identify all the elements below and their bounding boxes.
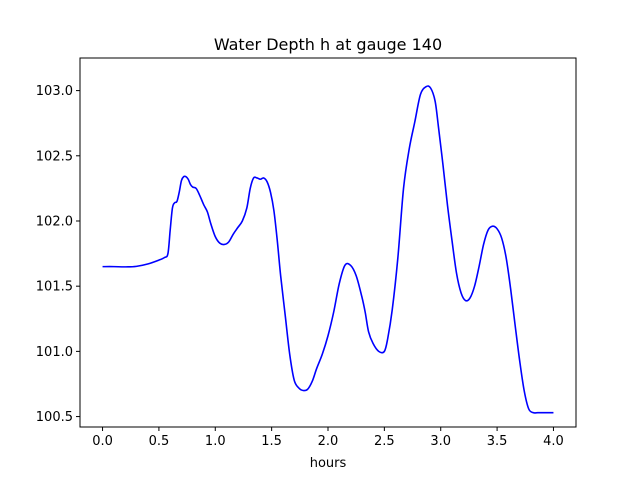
x-axis: 0.0 0.5 1.0 1.5 2.0 2.5 3.0 3.5 4.0 [92, 427, 564, 449]
y-tick-label: 102.0 [36, 214, 73, 229]
y-tick-label: 101.0 [36, 345, 73, 360]
chart-title: Water Depth h at gauge 140 [214, 35, 442, 54]
x-tick-label: 1.0 [205, 434, 226, 449]
x-axis-label: hours [310, 456, 347, 471]
y-tick-label: 102.5 [36, 149, 73, 164]
x-tick-label: 4.0 [543, 434, 564, 449]
series-layer [102, 85, 554, 414]
y-axis: 100.5 101.0 101.5 102.0 102.5 103.0 [36, 84, 80, 425]
y-tick-label: 100.5 [36, 410, 73, 425]
x-tick-label: 3.5 [487, 434, 508, 449]
x-tick-label: 1.5 [261, 434, 282, 449]
x-tick-label: 0.5 [149, 434, 170, 449]
x-tick-label: 3.0 [430, 434, 451, 449]
series-line-0 [102, 85, 554, 414]
y-tick-label: 101.5 [36, 280, 73, 295]
plot-frame [79, 57, 577, 428]
x-tick-label: 0.0 [92, 434, 113, 449]
x-tick-label: 2.5 [374, 434, 395, 449]
y-tick-label: 103.0 [36, 84, 73, 99]
x-tick-label: 2.0 [318, 434, 339, 449]
